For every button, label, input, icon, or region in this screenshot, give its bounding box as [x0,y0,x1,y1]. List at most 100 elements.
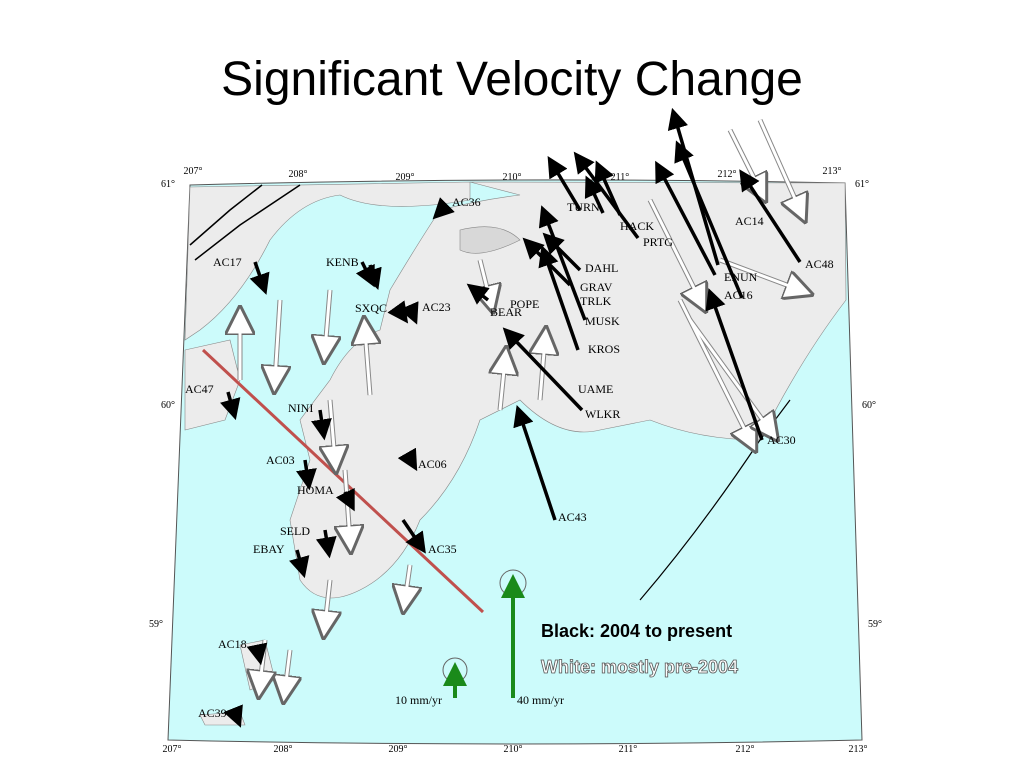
lon-label: 208° [274,744,293,755]
station-label: AC48 [805,257,834,271]
station-label: AC30 [767,433,796,447]
lon-label: 210° [503,172,522,183]
station-label: ENUN [724,270,758,284]
station-label: AC23 [422,300,451,314]
velocity-arrow-black [547,155,582,211]
station-label: AC36 [452,195,481,209]
lat-label: 61° [855,179,869,190]
lat-label: 59° [149,619,163,630]
velocity-arrow-black [513,405,557,521]
station-label: HACK [620,219,654,233]
station-label: UAME [578,382,613,396]
velocity-arrow-black [315,529,337,559]
station-label: GRAV [580,280,613,294]
title: Significant Velocity Change [221,53,803,106]
velocity-arrow-black [397,447,418,472]
velocity-arrow-black [399,301,419,325]
station-label: TRLK [580,294,612,308]
lat-label: 61° [161,179,175,190]
lon-label: 213° [823,166,842,177]
lon-label: 211° [611,172,630,183]
station-label: AC18 [218,637,247,651]
station-label: KENB [326,255,359,269]
lon-label: 209° [396,172,415,183]
station-label: NINI [288,401,313,415]
velocity-arrow-black [361,264,382,290]
velocity-arrow-black [289,549,310,579]
lon-label: 211° [619,744,638,755]
lat-label: 59° [868,619,882,630]
velocity-arrow-black [538,245,580,351]
velocity-arrow-white [283,649,292,691]
station-label: WLKR [585,407,620,421]
station-label: AC35 [428,542,457,556]
station-label: AC03 [266,453,295,467]
velocity-arrow-black [705,288,764,441]
velocity-arrow-black [655,160,717,276]
lat-label: 60° [862,400,876,411]
station-label: POPE [510,297,539,311]
station-label: AC06 [418,457,447,471]
velocity-arrow-white [719,258,801,292]
velocity-arrow-white [328,399,337,461]
station-label: AC16 [724,288,753,302]
velocity-arrow-black [220,391,241,421]
velocity-arrow-black [584,175,605,214]
velocity-arrow-black [739,169,802,263]
station-label: MUSK [585,314,620,328]
velocity-arrow-black [401,519,426,554]
lon-label: 207° [163,744,182,755]
velocity-arrow-black [466,283,490,305]
legend-black: Black: 2004 to present [541,621,732,641]
station-label: PRTG [643,235,673,249]
velocity-arrow-white [323,289,332,351]
velocity-arrow-black [573,151,640,240]
scale-label: 40 mm/yr [517,693,564,707]
velocity-arrow-black [542,232,582,272]
graticule-labels: 207° 208° 209° 210° 211° 212° 213° 207° 208° 209°… [149,166,882,755]
velocity-arrow-black [335,487,355,512]
velocity-arrow-black [432,197,455,220]
station-label: SXQC [355,301,387,315]
station-label: KROS [588,342,620,356]
station-label: AC14 [735,214,764,228]
velocity-arrow-white [323,579,332,626]
velocity-arrow-black [296,459,317,491]
lon-label: 212° [736,744,755,755]
lat-label: 60° [161,400,175,411]
velocity-arrow-black [246,642,268,666]
velocity-arrow-black [674,140,744,299]
velocity-arrow-white [498,359,507,411]
lon-label: 210° [504,744,523,755]
station-label: BEAR [490,305,522,319]
profile-line [201,348,485,614]
lon-label: 213° [849,744,868,755]
velocity-arrow-black [223,704,243,728]
velocity-arrow-black [502,327,584,412]
legend-white: White: mostly pre-2004 [541,657,738,677]
velocity-arrow-white [758,119,802,211]
scale-label: 10 mm/yr [395,693,442,707]
velocity-arrow-black [249,261,270,295]
station-label: AC43 [558,510,587,524]
lon-label: 208° [289,169,308,180]
velocity-arrow-white [648,199,702,301]
velocity-arrow-white [403,564,412,601]
station-label: AC39 [198,706,227,720]
station-label: SELD [280,524,310,538]
station-label: DAHL [585,261,618,275]
lon-label: 207° [184,166,203,177]
velocity-arrow-white [688,319,772,431]
fault [189,184,301,261]
station-label: EBAY [253,542,285,556]
velocity-arrows [220,107,802,728]
velocity-arrow-black [522,237,572,287]
station-label: AC17 [213,255,242,269]
lon-label: 209° [389,744,408,755]
velocity-arrow-black [311,409,332,441]
velocity-arrow-white [273,299,282,381]
station-label: HOMA [297,483,334,497]
